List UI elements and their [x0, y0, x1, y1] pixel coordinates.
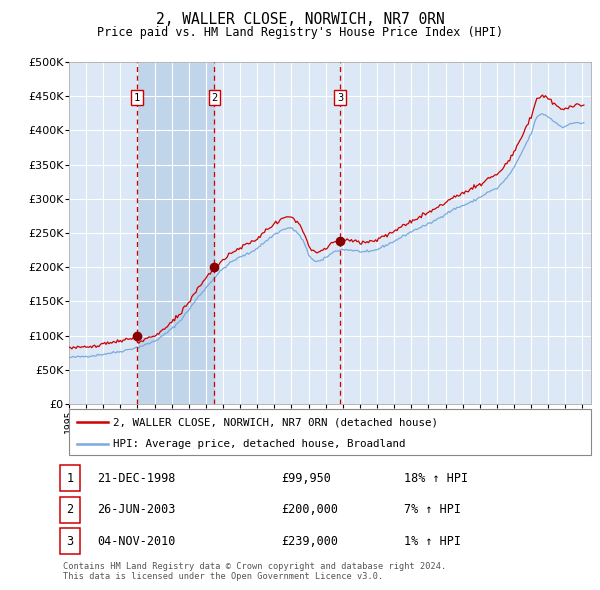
Text: 3: 3	[66, 535, 73, 548]
FancyBboxPatch shape	[59, 529, 80, 554]
Text: 21-DEC-1998: 21-DEC-1998	[97, 472, 175, 485]
Text: £200,000: £200,000	[281, 503, 338, 516]
FancyBboxPatch shape	[59, 466, 80, 491]
Text: 1% ↑ HPI: 1% ↑ HPI	[404, 535, 461, 548]
Text: 04-NOV-2010: 04-NOV-2010	[97, 535, 175, 548]
Text: 7% ↑ HPI: 7% ↑ HPI	[404, 503, 461, 516]
Text: 18% ↑ HPI: 18% ↑ HPI	[404, 472, 468, 485]
Text: 2, WALLER CLOSE, NORWICH, NR7 0RN: 2, WALLER CLOSE, NORWICH, NR7 0RN	[155, 12, 445, 27]
Text: 26-JUN-2003: 26-JUN-2003	[97, 503, 175, 516]
Text: 3: 3	[337, 93, 343, 103]
Bar	[137, 62, 214, 404]
Text: This data is licensed under the Open Government Licence v3.0.: This data is licensed under the Open Gov…	[63, 572, 383, 581]
FancyBboxPatch shape	[59, 497, 80, 523]
Text: HPI: Average price, detached house, Broadland: HPI: Average price, detached house, Broa…	[113, 439, 406, 449]
Text: 1: 1	[66, 472, 73, 485]
Text: £99,950: £99,950	[281, 472, 331, 485]
Text: Price paid vs. HM Land Registry's House Price Index (HPI): Price paid vs. HM Land Registry's House …	[97, 26, 503, 39]
FancyBboxPatch shape	[69, 409, 591, 455]
Text: Contains HM Land Registry data © Crown copyright and database right 2024.: Contains HM Land Registry data © Crown c…	[63, 562, 446, 571]
Text: 1: 1	[134, 93, 140, 103]
Text: £239,000: £239,000	[281, 535, 338, 548]
Text: 2: 2	[66, 503, 73, 516]
Text: 2: 2	[211, 93, 217, 103]
Text: 2, WALLER CLOSE, NORWICH, NR7 0RN (detached house): 2, WALLER CLOSE, NORWICH, NR7 0RN (detac…	[113, 417, 439, 427]
